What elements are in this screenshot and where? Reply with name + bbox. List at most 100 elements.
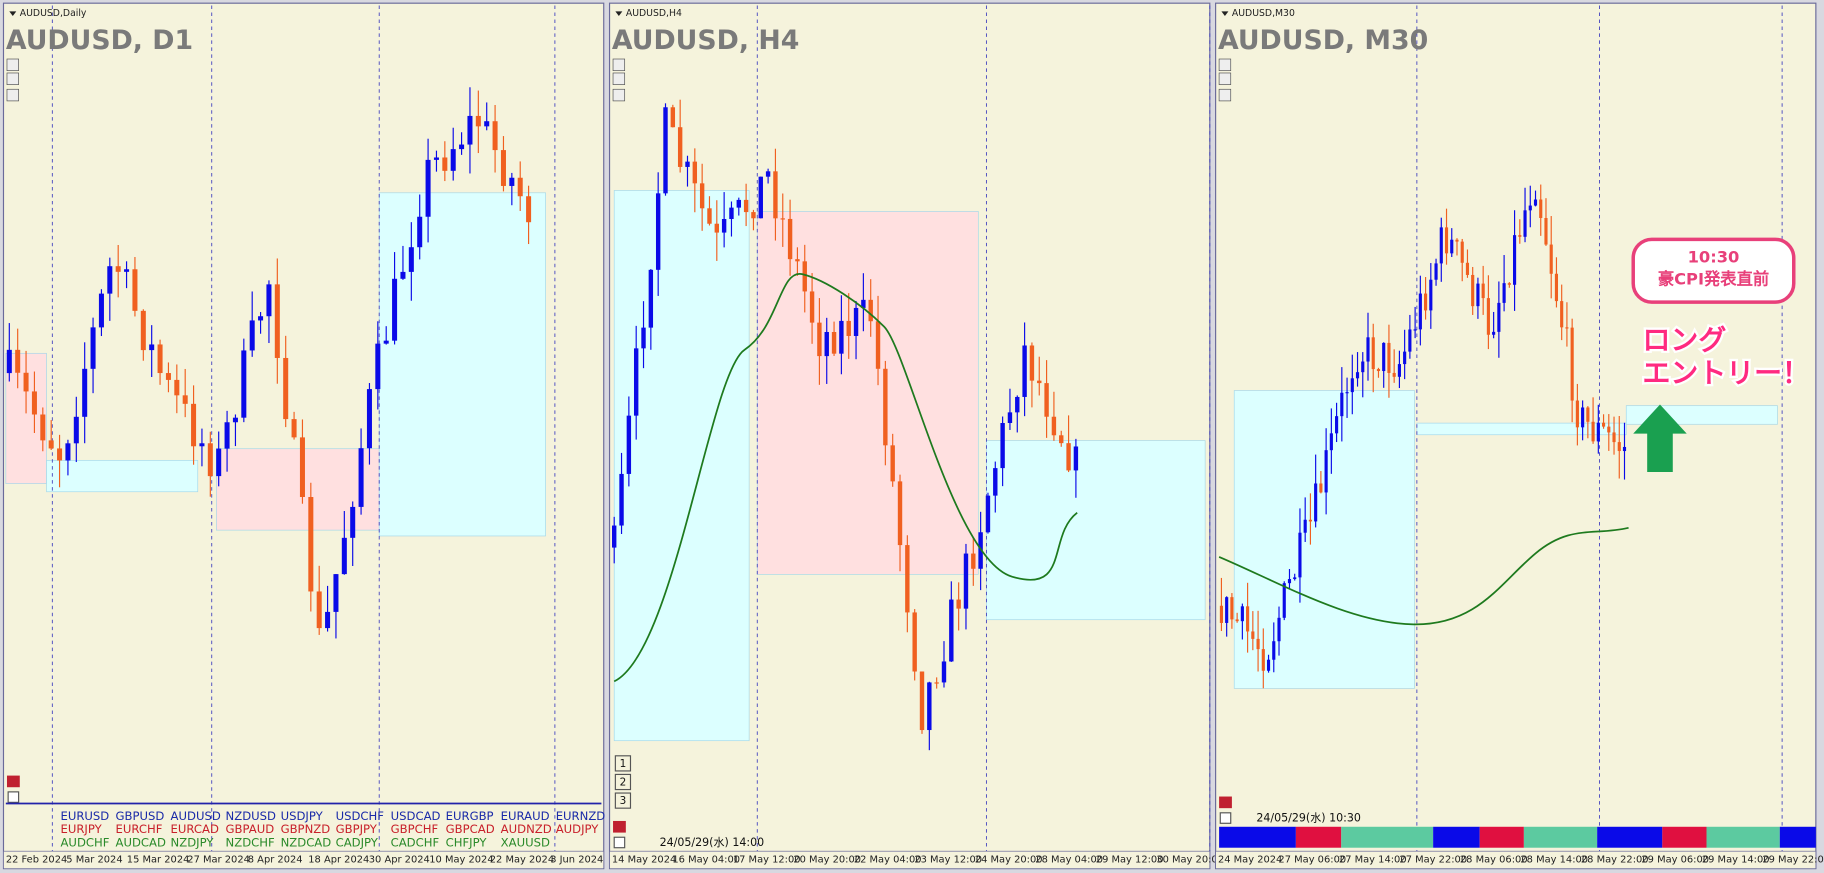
- candle-body: [780, 218, 785, 220]
- close-button[interactable]: [7, 791, 20, 803]
- symbol-button[interactable]: NZDCHF: [226, 836, 275, 850]
- symbol-button[interactable]: USDCHF: [336, 809, 385, 823]
- symbol-button[interactable]: GBPNZD: [281, 822, 331, 836]
- scroll-button[interactable]: [6, 88, 19, 102]
- symbol-button[interactable]: AUDUSD: [171, 809, 221, 823]
- close-button[interactable]: [1219, 812, 1232, 824]
- candle-body: [1361, 361, 1365, 373]
- candle-body: [90, 327, 96, 369]
- candle-body: [993, 468, 998, 496]
- candle-body: [1413, 329, 1417, 331]
- candle-body: [846, 320, 851, 336]
- symbol-button[interactable]: GBPCHF: [391, 822, 439, 836]
- symbol-button[interactable]: NZDJPY: [171, 836, 215, 850]
- symbol-button[interactable]: USDJPY: [281, 809, 324, 823]
- callout-box: [1631, 237, 1796, 304]
- symbol-button[interactable]: EURUSD: [60, 809, 109, 823]
- scroll-button[interactable]: [612, 72, 626, 85]
- candle-body: [366, 389, 372, 449]
- candle-body: [1403, 351, 1407, 365]
- candle-body: [1549, 244, 1553, 274]
- candle-body: [1607, 426, 1611, 433]
- symbol-button[interactable]: EURJPY: [60, 822, 102, 836]
- symbol-button[interactable]: GBPAUD: [226, 822, 275, 836]
- candle-body: [1418, 293, 1422, 330]
- candle-body: [963, 553, 969, 609]
- candle-body: [699, 183, 705, 209]
- timeframe-button[interactable]: [614, 755, 632, 772]
- date-label: 29 May 06:00: [1641, 854, 1709, 865]
- candle-body: [971, 553, 976, 569]
- candle-body: [1617, 442, 1621, 452]
- candle-body: [875, 321, 881, 369]
- candle-body: [1329, 433, 1333, 451]
- candle-body: [1560, 301, 1564, 328]
- symbol-button[interactable]: EURAUD: [501, 809, 550, 823]
- symbol-button[interactable]: AUDJPY: [556, 822, 600, 836]
- timeframe-button[interactable]: [614, 773, 632, 791]
- candle-body: [663, 107, 668, 194]
- scroll-button[interactable]: [1218, 72, 1232, 85]
- zone-box: [756, 211, 979, 575]
- min-button[interactable]: [613, 820, 626, 833]
- date-label: 27 May 06:00: [1278, 854, 1346, 865]
- timeframe-button[interactable]: [614, 792, 632, 809]
- candle-body: [1439, 227, 1443, 264]
- symbol-button[interactable]: EURNZD: [556, 809, 606, 823]
- symbol-button[interactable]: GBPUSD: [116, 809, 165, 823]
- candle-body: [1397, 364, 1401, 377]
- date-label: 30 Apr 2024: [369, 854, 430, 865]
- cursor-timestamp: 24/05/29(水) 10:30: [1256, 812, 1361, 825]
- candle-body: [1037, 380, 1042, 384]
- symbol-button[interactable]: GBPCAD: [446, 822, 495, 836]
- symbol-button[interactable]: CADJPY: [336, 836, 379, 850]
- symbol-button[interactable]: AUDCHF: [60, 836, 109, 850]
- candle-body: [949, 599, 954, 662]
- symbol-button[interactable]: USDCAD: [391, 809, 441, 823]
- symbol-button[interactable]: AUDCAD: [116, 836, 166, 850]
- date-label: 24 May 2024: [1218, 854, 1282, 865]
- session-bar: [1779, 826, 1816, 848]
- candle-body: [1345, 392, 1349, 394]
- scroll-button[interactable]: [1218, 58, 1232, 72]
- candle-body: [216, 448, 222, 477]
- candle-body: [15, 349, 21, 373]
- symbol-button[interactable]: NZDCAD: [281, 836, 332, 850]
- candle-body: [1486, 298, 1490, 335]
- close-button[interactable]: [613, 836, 626, 849]
- candle-body: [1622, 446, 1627, 452]
- candle-body: [492, 121, 498, 151]
- date-label: 28 May 04:00: [1035, 854, 1103, 865]
- symbol-button[interactable]: AUDNZD: [501, 822, 552, 836]
- candle-body: [467, 115, 473, 145]
- scroll-button[interactable]: [6, 58, 19, 72]
- candle-body: [802, 261, 807, 292]
- candle-body: [517, 177, 523, 197]
- candle-body: [459, 144, 465, 150]
- symbol-button[interactable]: XAUUSD: [501, 836, 550, 850]
- session-bar: [1597, 826, 1663, 848]
- scroll-button[interactable]: [612, 88, 626, 102]
- candle-body: [1570, 327, 1574, 401]
- min-button[interactable]: [6, 775, 20, 788]
- candle-body: [82, 368, 88, 417]
- symbol-button[interactable]: CHFJPY: [446, 836, 488, 850]
- candle-body: [1565, 327, 1569, 329]
- candle-body: [1225, 597, 1229, 623]
- candle-body: [484, 121, 490, 127]
- scroll-button[interactable]: [612, 58, 626, 72]
- scroll-button[interactable]: [6, 72, 19, 85]
- min-button[interactable]: [1219, 796, 1232, 809]
- candle-body: [526, 196, 532, 223]
- date-label: 5 Mar 2024: [66, 854, 122, 865]
- candle-body: [1523, 210, 1527, 237]
- symbol-button[interactable]: GBPJPY: [336, 822, 378, 836]
- symbol-button[interactable]: EURCHF: [116, 822, 163, 836]
- symbol-button[interactable]: EURCAD: [171, 822, 219, 836]
- candle-body: [1533, 199, 1538, 206]
- scroll-button[interactable]: [1218, 88, 1232, 102]
- candle-body: [985, 495, 991, 533]
- symbol-button[interactable]: EURGBP: [446, 809, 494, 823]
- symbol-button[interactable]: CADCHF: [391, 836, 440, 850]
- symbol-button[interactable]: NZDUSD: [226, 809, 276, 823]
